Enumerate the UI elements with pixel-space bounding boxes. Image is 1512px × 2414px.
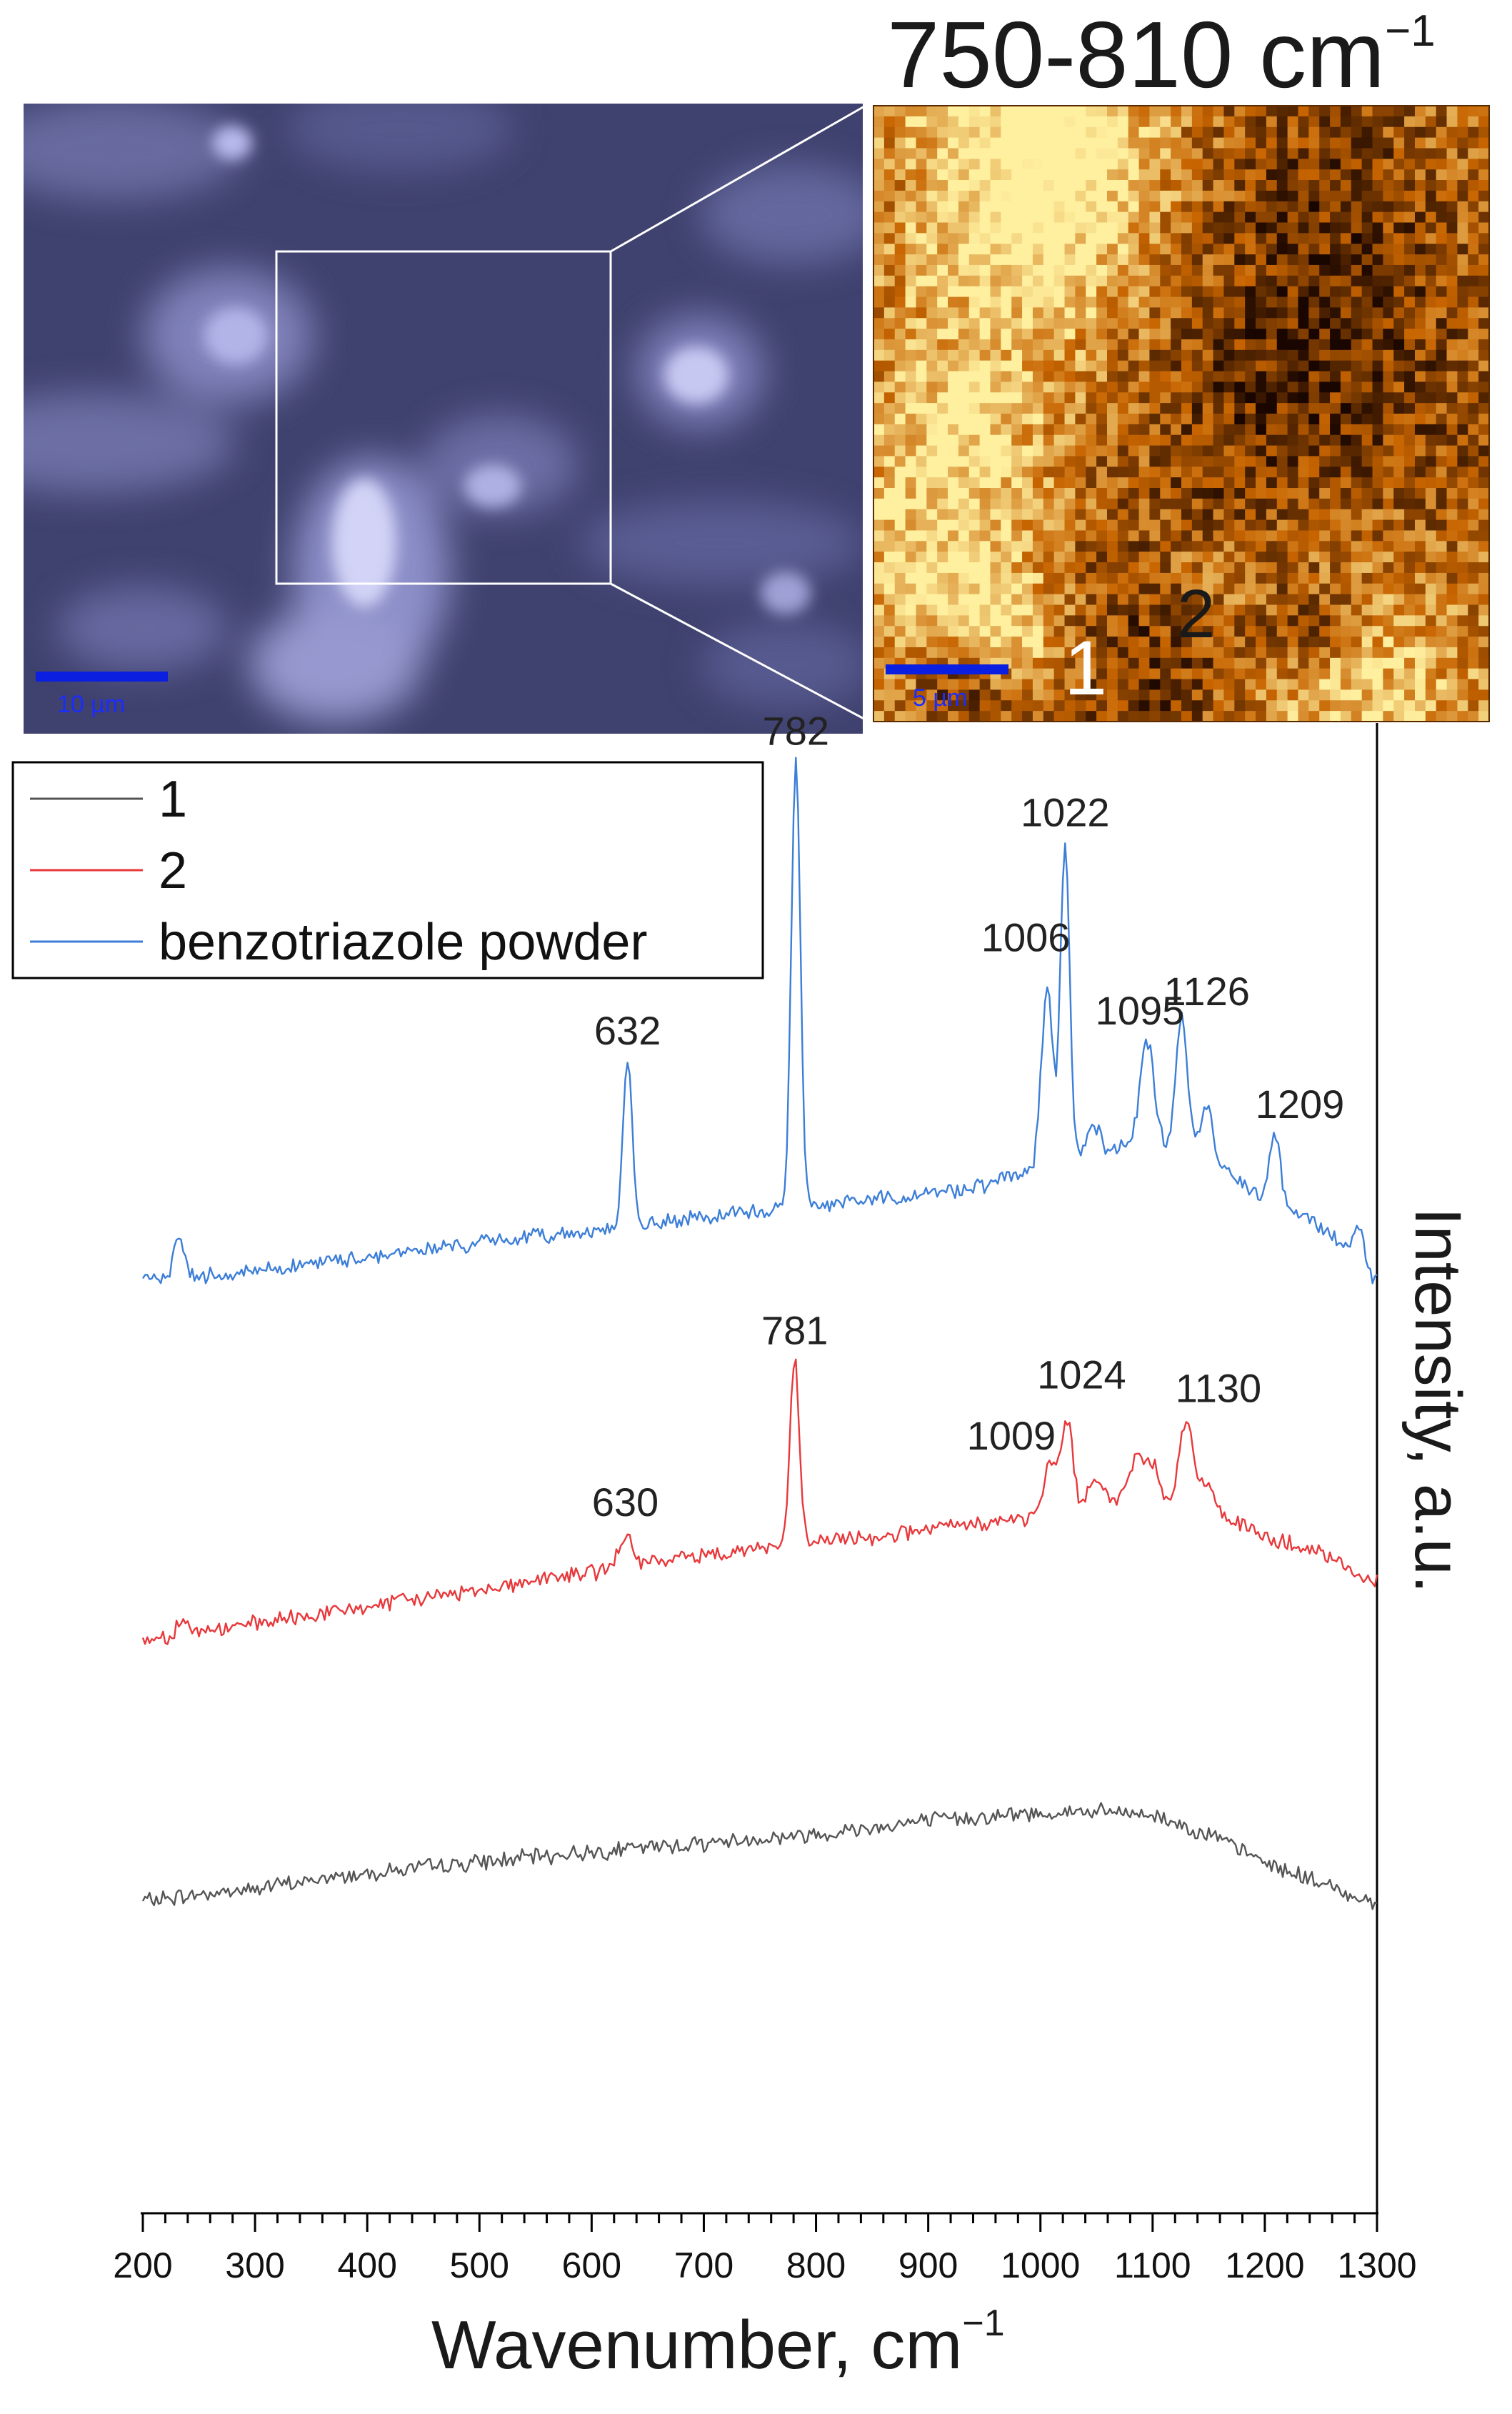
x-tick-label: 1000 xyxy=(1001,2245,1080,2285)
zoom-connector-bottom xyxy=(610,582,870,723)
x-axis-label: Wavenumber, cm−1 xyxy=(431,2303,1005,2383)
peak-label: 782 xyxy=(763,708,829,753)
peak-label: 1130 xyxy=(1176,1365,1261,1410)
x-axis-ticks: 200 300 400 500 600 700 800 900 1000 1100 1200 1300 xyxy=(113,2213,1417,2285)
raman-map-panel: 750-810 cm−1 5 µm 1 2 xyxy=(873,2,1490,722)
peak-label: 1009 xyxy=(967,1413,1056,1458)
legend-label-2: 2 xyxy=(159,842,187,899)
peak-label: 1095 xyxy=(1096,988,1185,1033)
micrograph-panel: 10 µm xyxy=(24,102,870,734)
map-point-1-label: 1 xyxy=(1064,624,1107,711)
spectrum-line-1 xyxy=(141,1802,1378,1910)
peak-label: 632 xyxy=(594,1008,661,1053)
peak-label: 630 xyxy=(592,1480,659,1525)
map-scale-bar xyxy=(886,664,1008,674)
peak-label: 781 xyxy=(761,1308,828,1353)
micrograph-scale-bar-label: 10 µm xyxy=(57,691,125,718)
spectra-plot: 200 300 400 500 600 700 800 900 1000 1100 1200 1300… xyxy=(11,708,1474,2383)
legend: 1 2 benzotriazole powder xyxy=(11,761,764,979)
peak-label: 1126 xyxy=(1163,969,1249,1014)
zoom-connector-top xyxy=(610,102,870,253)
y-axis-label: Intensity, a.u. xyxy=(1401,1207,1474,1593)
x-tick-label: 200 xyxy=(113,2245,172,2285)
x-tick-label: 900 xyxy=(898,2245,958,2285)
map-frame xyxy=(873,105,1490,722)
x-tick-label: 500 xyxy=(450,2245,509,2285)
map-point-2-label: 2 xyxy=(1177,576,1215,652)
x-tick-label: 600 xyxy=(562,2245,621,2285)
peak-label: 1006 xyxy=(981,915,1071,960)
raman-map-image xyxy=(873,106,1490,722)
peak-label: 1024 xyxy=(1037,1352,1126,1397)
x-tick-label: 1100 xyxy=(1114,2245,1191,2285)
x-tick-label: 800 xyxy=(786,2245,846,2285)
map-title: 750-810 cm−1 xyxy=(887,2,1436,107)
x-tick-label: 700 xyxy=(674,2245,734,2285)
spectra-series xyxy=(141,757,1378,1910)
peak-labels: 630 781 1009 1024 1130 632 782 1006 1022 10951126… xyxy=(592,708,1345,1524)
peak-label: 1022 xyxy=(1021,789,1110,834)
x-tick-label: 300 xyxy=(225,2245,284,2285)
peak-label: 1209 xyxy=(1256,1082,1345,1127)
x-tick-label: 400 xyxy=(337,2245,396,2285)
spectrum-line-2 xyxy=(141,1358,1378,1645)
micrograph-texture xyxy=(24,104,863,722)
x-tick-label: 1300 xyxy=(1337,2245,1416,2285)
legend-label-3: benzotriazole powder xyxy=(159,914,647,971)
map-scale-bar-label: 5 µm xyxy=(913,684,967,712)
legend-label-1: 1 xyxy=(159,771,187,828)
zoom-region-box xyxy=(275,250,612,585)
spectrum-line-3 xyxy=(141,757,1378,1285)
x-tick-label: 1200 xyxy=(1225,2245,1304,2285)
micrograph-scale-bar xyxy=(36,672,168,682)
